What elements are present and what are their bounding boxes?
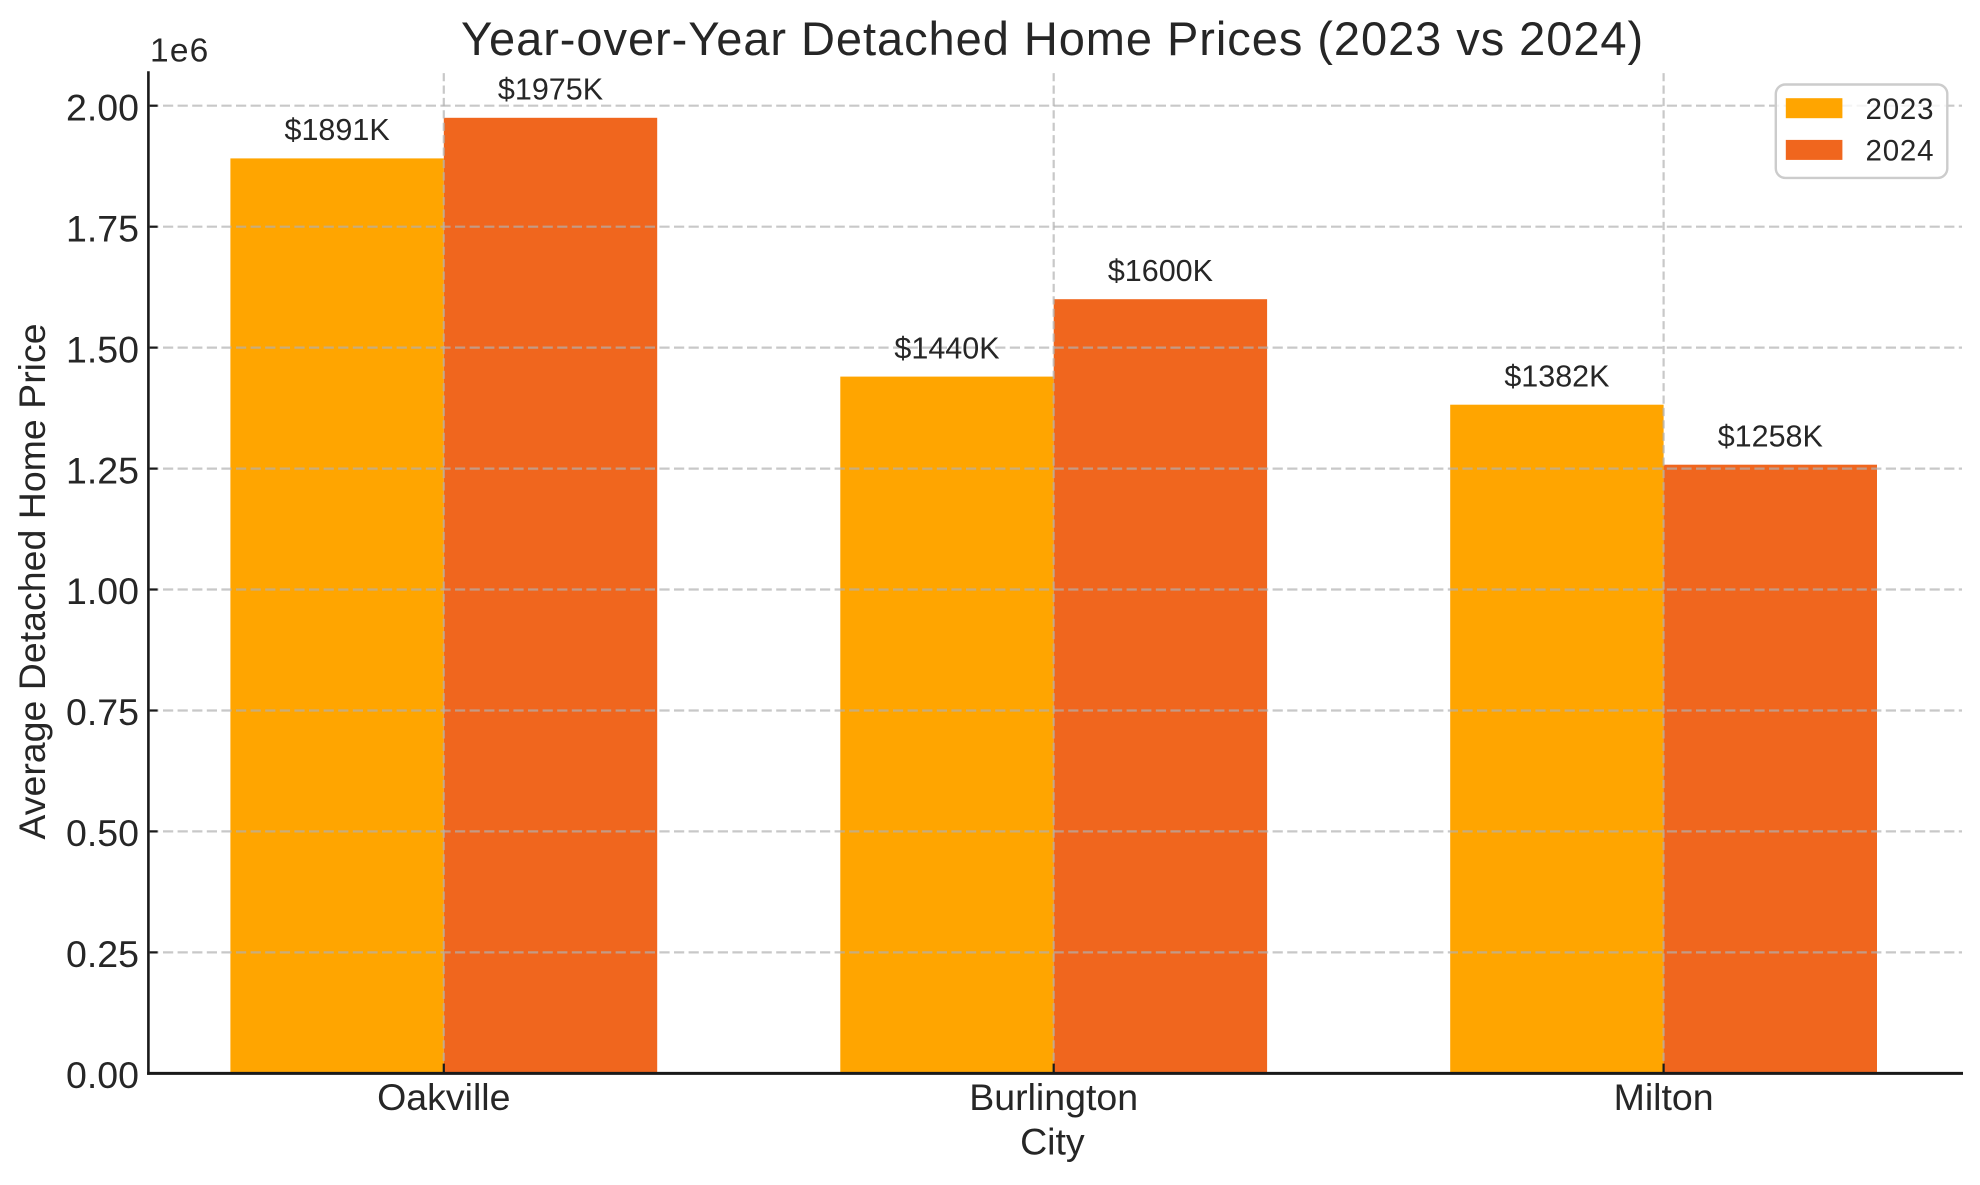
svg-text:0.25: 0.25 <box>66 933 139 975</box>
svg-text:City: City <box>1020 1121 1085 1163</box>
svg-text:2.00: 2.00 <box>66 86 139 128</box>
svg-text:1.00: 1.00 <box>66 570 139 612</box>
svg-text:0.50: 0.50 <box>66 812 139 854</box>
svg-text:$1891K: $1891K <box>285 113 390 147</box>
svg-text:1e6: 1e6 <box>150 32 210 69</box>
svg-text:Oakville: Oakville <box>377 1076 510 1118</box>
svg-text:2024: 2024 <box>1866 135 1935 168</box>
svg-text:0.75: 0.75 <box>66 691 139 733</box>
svg-text:$1258K: $1258K <box>1718 420 1823 454</box>
svg-text:$1382K: $1382K <box>1504 360 1609 394</box>
svg-text:Burlington: Burlington <box>969 1076 1138 1118</box>
svg-text:2023: 2023 <box>1866 93 1935 126</box>
svg-text:Year-over-Year Detached Home P: Year-over-Year Detached Home Prices (202… <box>461 12 1644 65</box>
svg-text:1.50: 1.50 <box>66 328 139 370</box>
svg-text:$1440K: $1440K <box>894 331 999 365</box>
svg-text:$1600K: $1600K <box>1108 254 1213 288</box>
svg-text:1.25: 1.25 <box>66 449 139 491</box>
svg-text:1.75: 1.75 <box>66 207 139 249</box>
svg-text:$1975K: $1975K <box>498 73 603 107</box>
svg-text:Milton: Milton <box>1614 1076 1714 1118</box>
svg-text:0.00: 0.00 <box>66 1054 139 1096</box>
svg-text:Average Detached Home Price: Average Detached Home Price <box>11 323 53 839</box>
